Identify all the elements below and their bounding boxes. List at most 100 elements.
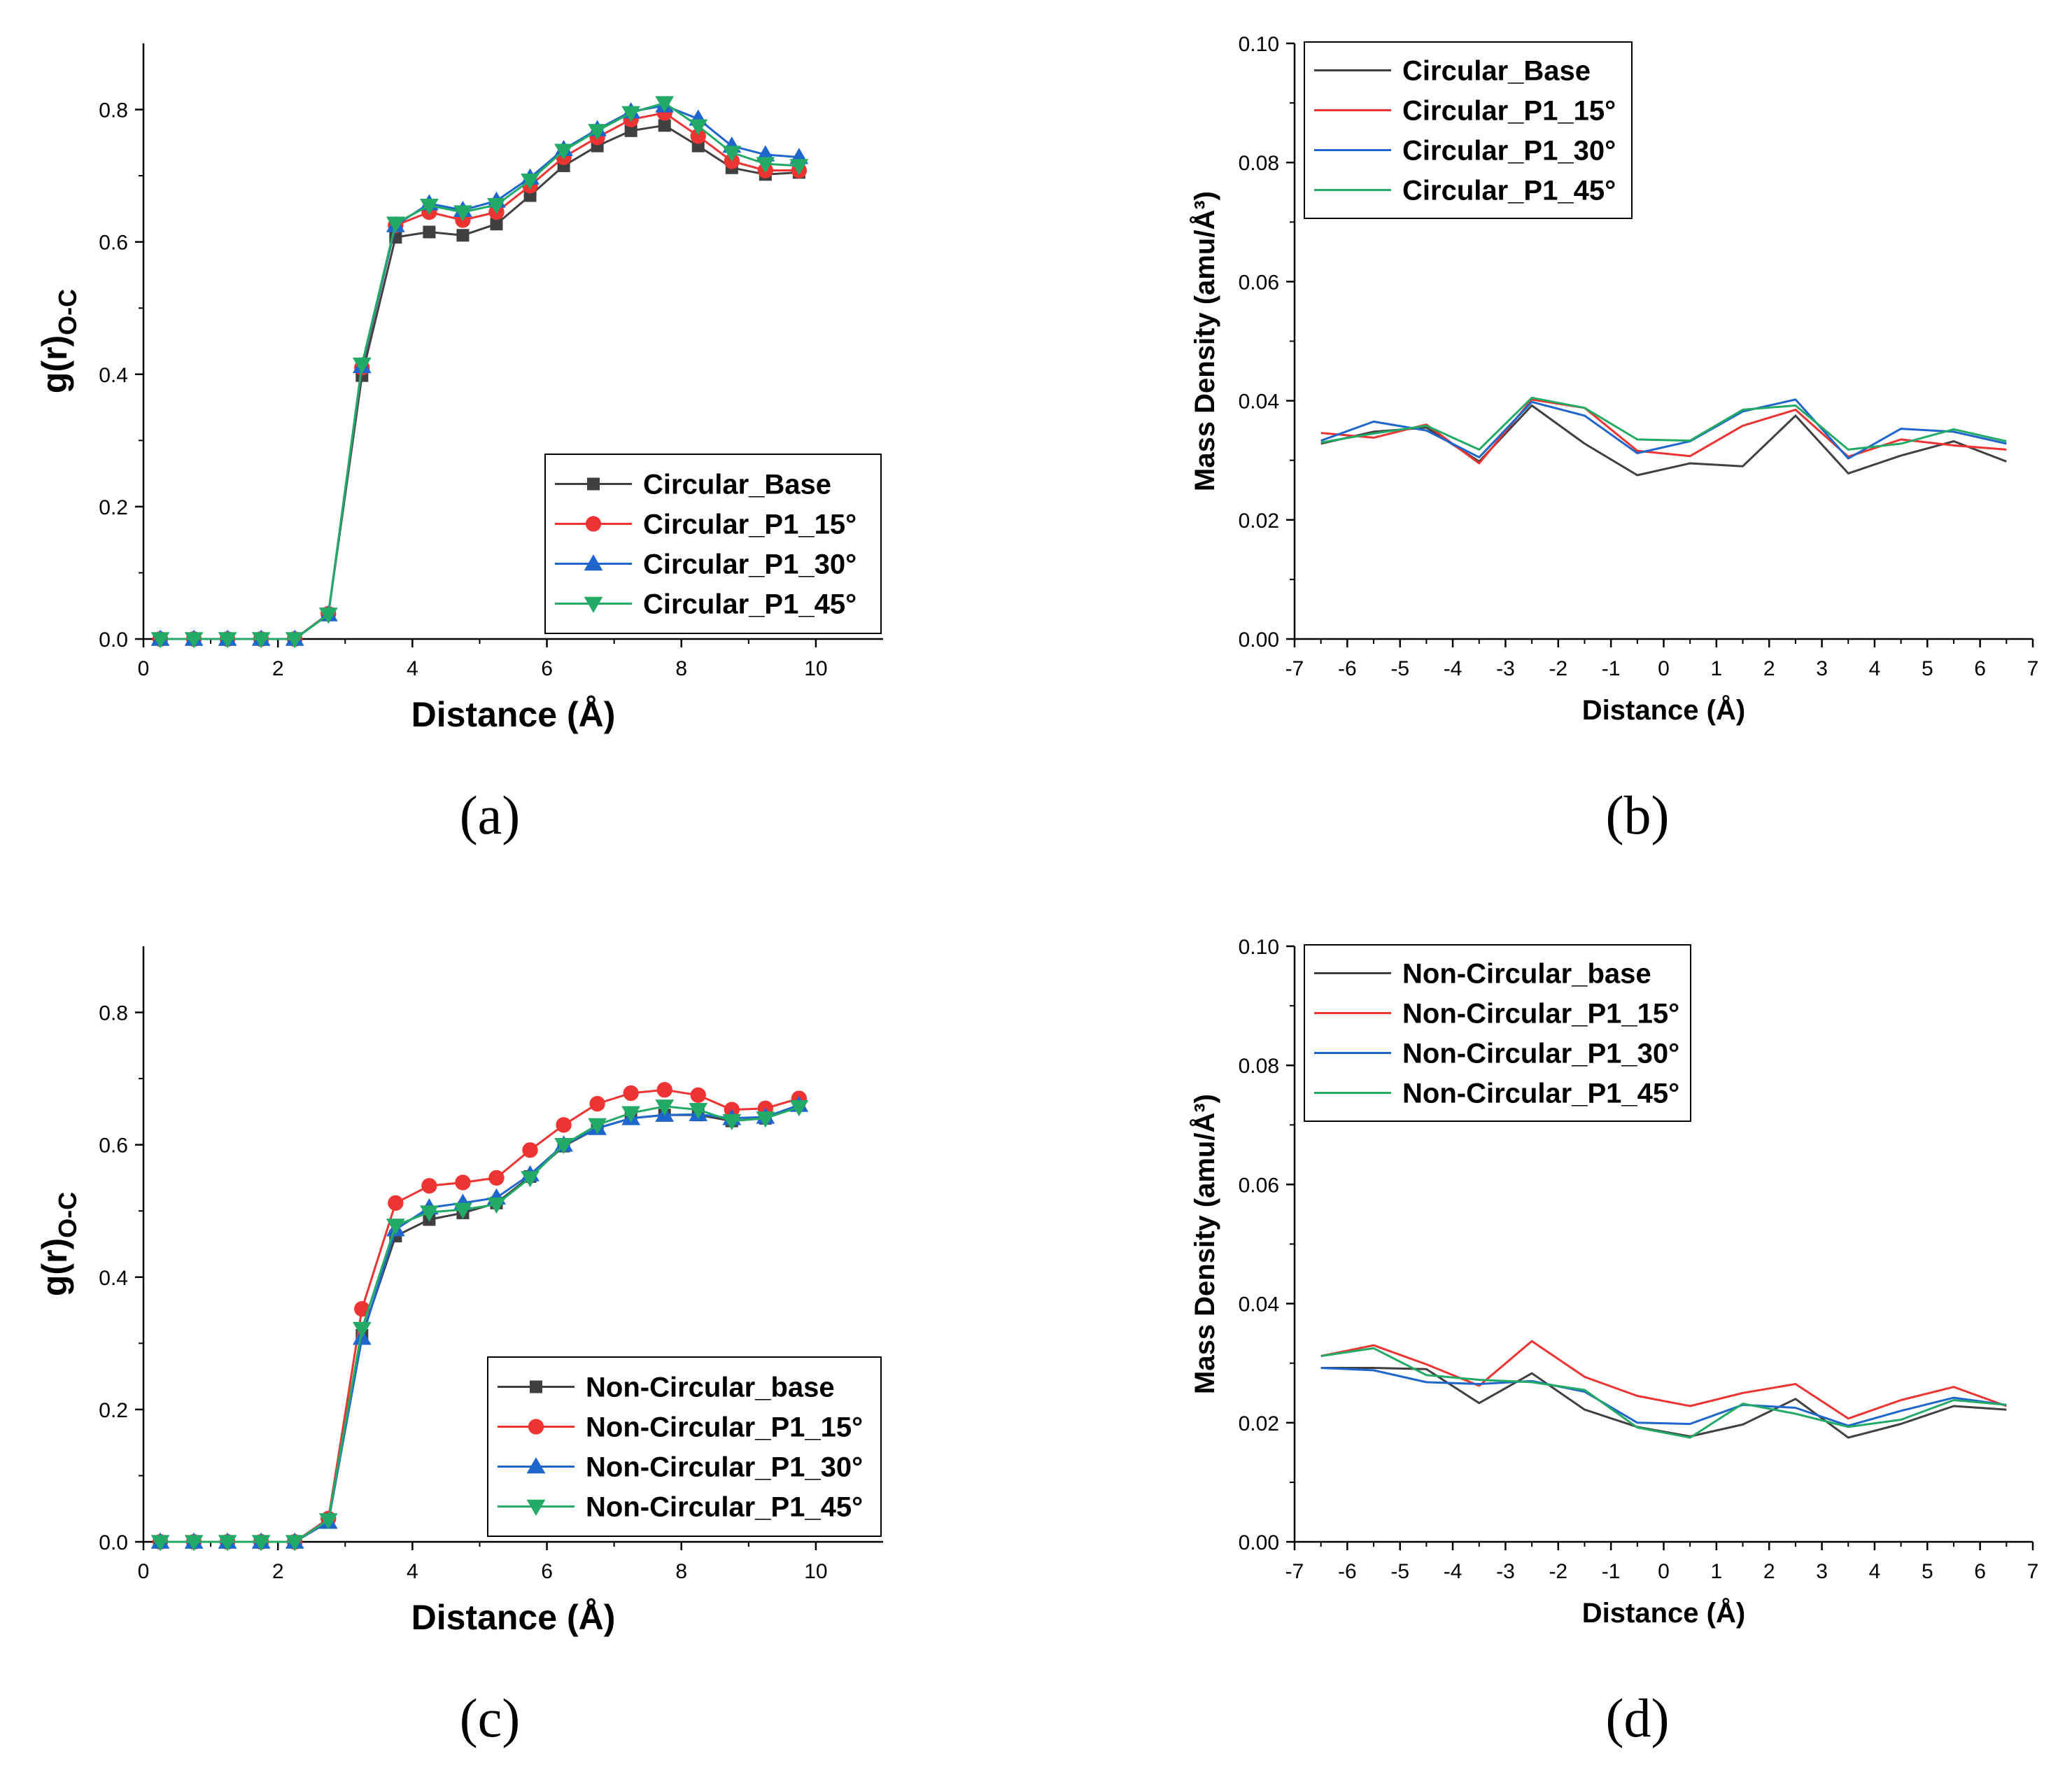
x-tick-label: -6	[1338, 657, 1357, 680]
legend-item: Circular_Base	[1314, 56, 1591, 87]
series-line	[1320, 398, 2007, 465]
chart-d: -7 -6 -5 -4 -3 -2 -1 0 1 2 3 4 5 6 7 0.00 0.02 0.04 0.06 0.…	[1036, 903, 2072, 1673]
legend-label: Non-Circular_P1_30°	[586, 1452, 863, 1483]
series-line	[1320, 1347, 2007, 1439]
x-tick-label: -3	[1496, 1560, 1515, 1583]
x-tick-label: 4	[1869, 657, 1881, 680]
x-tick-label: -1	[1602, 1560, 1621, 1583]
y-axis-title-main: Mass Density (amu/Å³)	[1189, 191, 1220, 491]
legend-item: Non-Circular_base	[498, 1372, 835, 1403]
series-line	[1320, 1367, 2007, 1427]
series-line	[1320, 1367, 2007, 1439]
y-tick-label: 0.4	[99, 1267, 128, 1290]
data-point	[689, 119, 708, 136]
data-point	[354, 1301, 370, 1317]
legend-label: Non-Circular_P1_30°	[1402, 1039, 1679, 1069]
legend-label: Circular_P1_45°	[643, 589, 857, 620]
x-tick-label: 6	[1974, 1560, 1986, 1583]
legend-item: Circular_P1_45°	[555, 589, 857, 620]
data-point	[423, 225, 436, 239]
legend-label: Circular_P1_45°	[1402, 176, 1616, 206]
legend-item: Circular_P1_45°	[1314, 176, 1616, 206]
data-point	[756, 157, 775, 174]
data-point	[150, 632, 170, 649]
legend-label: Non-Circular_P1_45°	[586, 1492, 863, 1523]
y-tick-label: 0.2	[99, 1399, 128, 1422]
x-tick-label: 5	[1922, 657, 1933, 680]
legend-label: Circular_Base	[643, 470, 831, 500]
legend-marker	[528, 1419, 544, 1435]
x-tick-label: 10	[804, 657, 827, 680]
legend: Non-Circular_base Non-Circular_P1_15° Non-…	[487, 1356, 882, 1537]
series-line	[1320, 404, 2007, 477]
x-tick-label: -2	[1549, 657, 1567, 680]
data-point	[789, 1100, 809, 1117]
data-point	[588, 124, 607, 141]
data-point	[386, 1218, 405, 1235]
data-point	[453, 1202, 472, 1219]
legend-item: Non-Circular_base	[1314, 959, 1651, 990]
x-tick-label: 6	[541, 657, 553, 680]
x-axis-title: Distance (Å)	[411, 695, 616, 734]
x-tick-label: -5	[1390, 657, 1409, 680]
data-point	[388, 1195, 404, 1211]
x-tick-label: 0	[138, 1560, 150, 1583]
y-axis-title-main: g(r)	[35, 1238, 74, 1296]
legend-marker	[526, 1457, 546, 1474]
data-point	[521, 1171, 540, 1188]
legend: Non-Circular_base Non-Circular_P1_15° Non-…	[1304, 944, 1691, 1122]
data-point	[588, 1118, 607, 1135]
legend-marker	[530, 1380, 542, 1393]
x-tick-label: 4	[407, 1560, 418, 1583]
y-axis-title-sub: O-C	[53, 289, 82, 335]
caption-d: (d)	[1605, 1687, 1670, 1748]
data-point	[621, 1106, 641, 1123]
x-tick-label: 0	[1658, 657, 1670, 680]
y-axis-title: g(r)O-C	[35, 1192, 82, 1296]
legend-marker	[584, 596, 603, 613]
x-tick-label: 6	[1974, 657, 1986, 680]
series-p15	[1320, 398, 2007, 465]
data-point	[285, 1535, 304, 1552]
y-tick-label: 0.8	[99, 1002, 128, 1025]
data-point	[624, 124, 637, 137]
x-tick-label: 2	[1763, 657, 1775, 680]
legend-item: Non-Circular_P1_45°	[498, 1492, 863, 1523]
data-point	[521, 174, 540, 190]
data-point	[589, 1095, 605, 1112]
legend-label: Circular_P1_15°	[1402, 96, 1616, 127]
y-tick-label: 0.08	[1239, 1055, 1279, 1078]
data-point	[453, 205, 472, 222]
x-tick-label: -5	[1390, 1560, 1409, 1583]
legend-item: Non-Circular_P1_30°	[498, 1452, 863, 1483]
legend-item: Circular_P1_15°	[1314, 96, 1616, 127]
data-point	[487, 1197, 506, 1214]
data-point	[554, 1137, 573, 1155]
y-tick-label: 0.10	[1239, 936, 1279, 959]
legend-label: Non-Circular_base	[586, 1372, 835, 1403]
data-point	[421, 1178, 437, 1194]
y-tick-label: 0.02	[1239, 510, 1279, 533]
y-axis-title: g(r)O-C	[35, 289, 82, 393]
legend-label: Circular_Base	[1402, 56, 1591, 87]
x-tick-label: -4	[1444, 657, 1463, 680]
legend-item: Non-Circular_P1_15°	[1314, 999, 1679, 1030]
data-point	[623, 1085, 639, 1102]
y-tick-label: 0.06	[1239, 1174, 1279, 1197]
x-tick-label: -3	[1496, 657, 1515, 680]
data-point	[419, 198, 439, 216]
series-p45	[1320, 1347, 2007, 1439]
y-tick-label: 0.02	[1239, 1412, 1279, 1435]
y-tick-label: 0.06	[1239, 271, 1279, 294]
data-point	[690, 128, 706, 144]
data-point	[490, 218, 503, 231]
caption-b: (b)	[1605, 785, 1670, 845]
data-point	[184, 1535, 204, 1552]
legend-item: Circular_P1_30°	[1314, 136, 1616, 167]
x-tick-label: 7	[2027, 657, 2039, 680]
series-p15	[1320, 1340, 2007, 1420]
y-tick-label: 0.04	[1239, 391, 1279, 414]
x-tick-label: 6	[541, 1560, 553, 1583]
x-tick-label: 10	[804, 1560, 827, 1583]
legend-item: Circular_P1_15°	[555, 510, 857, 540]
